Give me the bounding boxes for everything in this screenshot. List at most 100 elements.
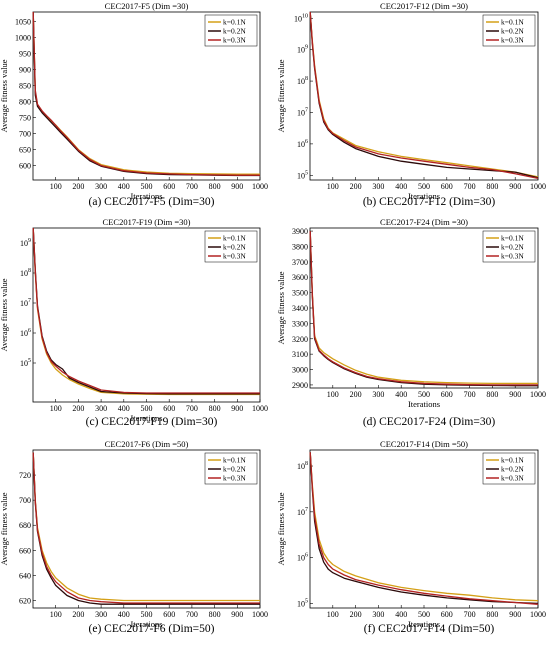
x-tick-label: 600	[163, 610, 175, 619]
y-tick-label: 3700	[292, 258, 308, 267]
chart-panel-4: CEC2017-F24 (Dim =30) 100 200 300 400 500 600 7…	[276, 217, 546, 428]
legend-label: k=0.2N	[223, 465, 246, 474]
x-tick-label: 500	[141, 182, 153, 191]
legend: k=0.1Nk=0.2Nk=0.3N	[204, 230, 258, 263]
x-tick-label: 100	[327, 390, 339, 399]
x-tick-label: 100	[327, 182, 339, 191]
x-tick-label: 400	[118, 404, 130, 413]
y-tick-label: 109	[20, 238, 31, 248]
y-tick-label: 107	[297, 507, 308, 517]
legend-label: k=0.2N	[501, 243, 524, 252]
legend-label: k=0.3N	[501, 252, 524, 261]
legend: k=0.1Nk=0.2Nk=0.3N	[482, 452, 536, 485]
y-tick-label: 850	[19, 82, 31, 91]
panel-caption: (e) CEC2017-F6 (Dim=50)	[89, 623, 215, 635]
y-tick-label: 700	[19, 496, 31, 505]
x-tick-label: 600	[441, 610, 453, 619]
y-tick-label: 108	[297, 461, 308, 471]
panel-caption: (f) CEC2017-F14 (Dim=50)	[364, 623, 495, 635]
x-tick-label: 700	[464, 390, 476, 399]
y-axis-label: Average fitness value	[276, 492, 286, 565]
legend-label: k=0.2N	[501, 465, 524, 474]
legend-label: k=0.3N	[223, 474, 246, 483]
x-tick-label: 1000	[530, 610, 546, 619]
x-tick-label: 200	[350, 390, 362, 399]
x-tick-label: 800	[209, 610, 221, 619]
x-tick-label: 200	[350, 182, 362, 191]
x-tick-label: 300	[95, 182, 107, 191]
chart-title: CEC2017-F12 (Dim =30)	[380, 1, 468, 11]
legend-label: k=0.2N	[501, 27, 524, 36]
y-tick-label: 900	[19, 66, 31, 75]
y-tick-label: 720	[19, 471, 31, 480]
legend: k=0.1Nk=0.2Nk=0.3N	[204, 452, 258, 485]
y-tick-label: 105	[20, 358, 31, 368]
x-tick-label: 300	[372, 390, 384, 399]
y-tick-label: 650	[19, 146, 31, 155]
x-axis-label: Iterations	[130, 413, 162, 423]
legend-label: k=0.1N	[501, 18, 524, 27]
legend-label: k=0.1N	[223, 456, 246, 465]
x-axis-label: Iterations	[130, 619, 162, 629]
y-tick-label: 1000	[15, 34, 31, 43]
x-axis-label: Iterations	[408, 191, 440, 201]
y-tick-label: 1010	[294, 13, 308, 23]
y-tick-label: 750	[19, 114, 31, 123]
series-line-3	[32, 452, 260, 604]
x-tick-label: 500	[418, 182, 430, 191]
x-tick-label: 300	[95, 404, 107, 413]
legend-label: k=0.1N	[501, 456, 524, 465]
chart-panel-3: CEC2017-F19 (Dim =30) 100 200 300 400 500 600 7…	[0, 217, 268, 428]
x-axis-label: Iterations	[130, 191, 162, 201]
y-tick-label: 3600	[292, 273, 308, 282]
x-tick-label: 800	[209, 404, 221, 413]
panel-caption: (d) CEC2017-F24 (Dim=30)	[363, 416, 496, 428]
y-axis-label: Average fitness value	[0, 492, 9, 565]
x-tick-label: 200	[72, 610, 84, 619]
series-line-1	[309, 452, 539, 602]
x-tick-label: 900	[509, 390, 521, 399]
x-tick-label: 700	[464, 182, 476, 191]
x-tick-label: 400	[395, 182, 407, 191]
x-tick-label: 200	[72, 404, 84, 413]
y-tick-label: 2900	[292, 381, 308, 390]
chart-panel-2: CEC2017-F12 (Dim =30) 100 200 300 400 500 600 7…	[276, 1, 546, 208]
x-tick-label: 200	[72, 182, 84, 191]
y-tick-label: 700	[19, 130, 31, 139]
chart-title: CEC2017-F24 (Dim =30)	[380, 217, 468, 227]
series-line-3	[32, 227, 260, 394]
x-tick-label: 900	[509, 610, 521, 619]
x-tick-label: 1000	[530, 390, 546, 399]
legend-label: k=0.3N	[223, 36, 246, 45]
x-tick-label: 700	[186, 610, 198, 619]
legend-label: k=0.1N	[223, 234, 246, 243]
legend-label: k=0.3N	[223, 252, 246, 261]
y-tick-label: 106	[297, 553, 308, 563]
series-line-1	[309, 231, 538, 385]
y-axis-label: Average fitness value	[0, 278, 9, 351]
series-line-2	[309, 452, 539, 605]
x-tick-label: 800	[486, 182, 498, 191]
y-tick-label: 3800	[292, 242, 308, 251]
y-tick-label: 106	[297, 139, 308, 149]
legend-label: k=0.2N	[223, 243, 246, 252]
x-tick-label: 300	[372, 182, 384, 191]
x-tick-label: 300	[372, 610, 384, 619]
y-tick-label: 3000	[292, 366, 308, 375]
x-tick-label: 600	[163, 182, 175, 191]
series-line-3	[309, 11, 539, 180]
y-tick-label: 109	[297, 45, 308, 55]
chart-panel-6: CEC2017-F14 (Dim =50) 100 200 300 400 500 600 7…	[276, 439, 546, 635]
chart-panel-5: CEC2017-F6 (Dim =50) 100 200 300 400 500 600 70…	[0, 439, 268, 635]
y-axis-label: Average fitness value	[276, 271, 286, 344]
y-tick-label: 3500	[292, 289, 308, 298]
x-tick-label: 900	[231, 404, 243, 413]
x-tick-label: 500	[141, 404, 153, 413]
x-tick-label: 700	[186, 404, 198, 413]
y-tick-label: 600	[19, 162, 31, 171]
x-tick-label: 300	[95, 610, 107, 619]
legend: k=0.1Nk=0.2Nk=0.3N	[482, 14, 536, 47]
x-tick-label: 100	[327, 610, 339, 619]
y-tick-label: 640	[19, 571, 31, 580]
y-tick-label: 620	[19, 596, 31, 605]
